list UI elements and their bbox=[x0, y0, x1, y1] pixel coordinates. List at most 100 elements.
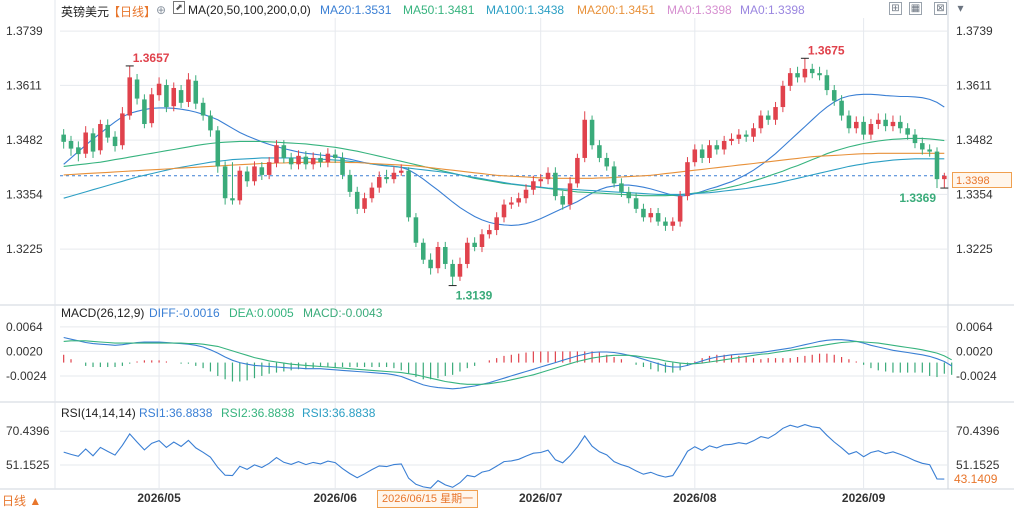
ma100-value: MA100:1.3438 bbox=[486, 3, 565, 17]
candle-body bbox=[186, 79, 191, 102]
price-tick-left: 1.3354 bbox=[6, 187, 43, 201]
macd-tick-right: -0.0024 bbox=[956, 369, 997, 383]
price-tick-right: 1.3482 bbox=[956, 133, 993, 147]
candle-body bbox=[560, 196, 565, 205]
candle-body bbox=[927, 149, 932, 152]
candle-body bbox=[90, 133, 96, 152]
price-tick-right: 1.3739 bbox=[956, 24, 993, 38]
candle-body bbox=[391, 172, 397, 180]
rsi3-value: RSI3:36.8838 bbox=[302, 406, 376, 420]
candle-body bbox=[413, 217, 419, 243]
grid-toggle-icon[interactable]: ▦ bbox=[909, 2, 922, 15]
date-tick: 2026/07 bbox=[519, 491, 563, 505]
candle-body bbox=[846, 115, 852, 129]
candle-body bbox=[208, 115, 213, 131]
candle-body bbox=[663, 221, 668, 226]
candle-body bbox=[670, 221, 676, 226]
candle-body bbox=[149, 94, 155, 124]
macd-tick-right: 0.0020 bbox=[956, 344, 993, 358]
candle-body bbox=[868, 124, 874, 135]
candle-body bbox=[244, 171, 250, 182]
candle-body bbox=[721, 140, 727, 150]
crosshair-date-label: 2026/06/15 星期一 bbox=[377, 490, 479, 508]
candle-body bbox=[582, 119, 588, 158]
candle-body bbox=[839, 100, 844, 116]
candle-body bbox=[633, 198, 639, 209]
period-label[interactable]: 【日线】 bbox=[108, 5, 157, 19]
candle-body bbox=[83, 132, 88, 154]
candle-body bbox=[237, 170, 243, 201]
close-panel-icon[interactable]: ⊠ bbox=[934, 2, 947, 15]
candle-body bbox=[567, 183, 573, 205]
zoom-fit-icon[interactable]: ⊞ bbox=[889, 2, 902, 15]
candle-body bbox=[318, 157, 323, 163]
candle-body bbox=[112, 136, 118, 147]
candle-body bbox=[340, 157, 345, 175]
price-tick-left: 1.3611 bbox=[6, 78, 42, 92]
rsi1-value: RSI1:36.8838 bbox=[139, 406, 213, 420]
period-switch-label: 日线 bbox=[2, 494, 27, 508]
period-switch-button[interactable]: 日线 ▲ bbox=[0, 491, 48, 511]
candlesticks bbox=[61, 58, 947, 286]
candle-body bbox=[134, 79, 140, 99]
ma0-value-b: MA0:1.3398 bbox=[740, 3, 805, 17]
candle-body bbox=[156, 83, 162, 96]
candle-body bbox=[325, 153, 331, 163]
collapse-panel-icon[interactable]: ▾ bbox=[954, 2, 967, 15]
candle-body bbox=[105, 124, 110, 138]
rsi-label: RSI(14,14,14) bbox=[61, 406, 136, 420]
candle-body bbox=[465, 242, 470, 264]
candle-body bbox=[347, 174, 353, 192]
rsi2-value: RSI2:36.8838 bbox=[221, 406, 295, 420]
date-tick: 2026/06 bbox=[314, 491, 358, 505]
candle-body bbox=[575, 157, 580, 184]
candle-body bbox=[120, 113, 125, 146]
candle-body bbox=[487, 230, 492, 235]
candle-body bbox=[450, 263, 455, 277]
candle-body bbox=[230, 198, 235, 201]
candle-body bbox=[611, 166, 617, 184]
settings-icon[interactable]: ⊕ bbox=[156, 3, 167, 17]
caret-up-icon: ▲ bbox=[29, 494, 42, 508]
rsi-last-value: 43.1409 bbox=[954, 472, 998, 486]
candle-body bbox=[443, 246, 448, 264]
candle-body bbox=[457, 263, 463, 277]
candle-body bbox=[435, 246, 441, 269]
candle-body bbox=[200, 102, 206, 116]
candle-body bbox=[890, 121, 896, 127]
macd-dea-value: DEA:0.0005 bbox=[229, 306, 294, 320]
candle-body bbox=[428, 259, 433, 269]
candle-body bbox=[310, 157, 316, 165]
extreme-label: 1.3369 bbox=[899, 191, 936, 205]
candle-body bbox=[714, 145, 720, 150]
candle-body bbox=[743, 134, 749, 137]
candle-body bbox=[516, 198, 521, 203]
candle-body bbox=[420, 242, 426, 260]
candle-body bbox=[531, 181, 536, 190]
price-annotations: 1.3657 1.3675 1.3139 1.3369 bbox=[125, 43, 949, 303]
candle-body bbox=[817, 73, 822, 76]
candle-body bbox=[332, 154, 338, 158]
macd-tick-left: 0.0064 bbox=[6, 320, 43, 334]
candle-body bbox=[479, 234, 485, 247]
rsi-panel: 43.1409 bbox=[63, 424, 998, 489]
ma200-value: MA200:1.3451 bbox=[577, 3, 656, 17]
candle-body bbox=[795, 73, 800, 78]
candle-body bbox=[809, 68, 815, 74]
extreme-label: 1.3139 bbox=[456, 289, 493, 303]
macd-diff-value: DIFF:-0.0016 bbox=[149, 306, 220, 320]
candle-body bbox=[545, 172, 551, 180]
ma50-value: MA50:1.3481 bbox=[403, 3, 475, 17]
candle-body bbox=[398, 170, 404, 173]
ma-line-ma100 bbox=[63, 157, 945, 199]
candle-body bbox=[76, 147, 81, 155]
candle-body bbox=[736, 134, 742, 139]
chart-type-icon[interactable]: ⬈ bbox=[173, 1, 185, 14]
ma-label: MA(20,50,100,200,0,0) bbox=[188, 3, 311, 17]
candle-body bbox=[898, 121, 903, 129]
candle-body bbox=[281, 145, 287, 158]
moving-averages bbox=[63, 93, 945, 226]
candle-body bbox=[758, 115, 764, 129]
